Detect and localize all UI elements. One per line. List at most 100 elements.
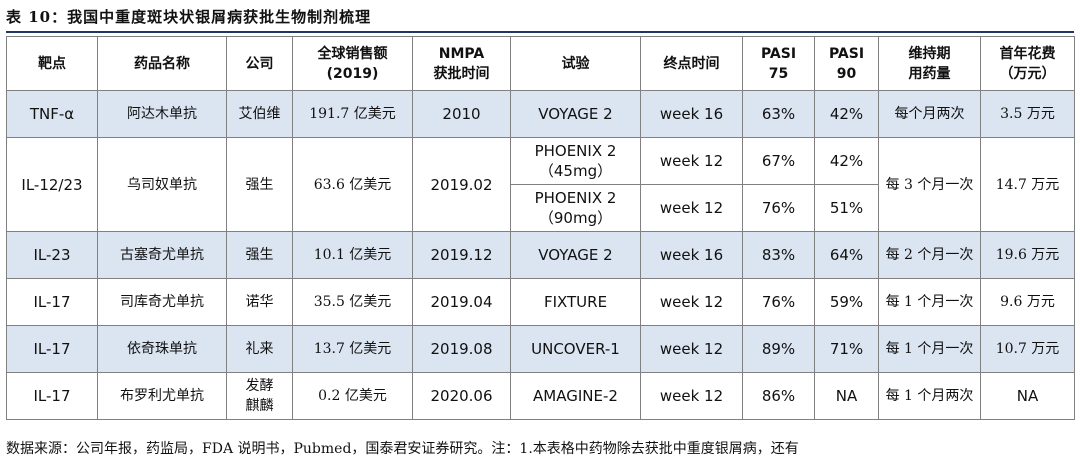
source-note: 数据来源：公司年报，药监局，FDA 说明书，Pubmed，国泰君安证券研究。注：… — [6, 441, 799, 457]
cell-pasi75: 76% — [742, 184, 815, 232]
cell-pasi90: 59% — [814, 278, 879, 326]
cell-endpoint: week 12 — [640, 184, 743, 232]
cell-nmpa: 2019.02 — [412, 137, 511, 232]
cell-company: 强生 — [226, 231, 293, 279]
cell-nmpa: 2010 — [412, 90, 511, 138]
cell-dose: 每 1 个月一次 — [878, 278, 981, 326]
header-pasi90-line2: 90 — [836, 65, 857, 82]
cell-nmpa: 2020.06 — [412, 372, 511, 420]
table-row: PHOENIX 2 （90mg） week 12 76% 51% — [7, 184, 1075, 232]
cell-cost: 14.7 万元 — [980, 137, 1075, 232]
cell-pasi75: 63% — [742, 90, 815, 138]
cell-pasi75: 76% — [742, 278, 815, 326]
cell-trial: VOYAGE 2 — [510, 90, 641, 138]
cell-drug: 乌司奴单抗 — [97, 137, 227, 232]
cell-nmpa: 2019.08 — [412, 325, 511, 373]
title-rule — [6, 31, 1074, 33]
cell-dose: 每 1 个月两次 — [878, 372, 981, 420]
cell-target: TNF-α — [6, 90, 98, 138]
cell-cost: 19.6 万元 — [980, 231, 1075, 279]
cell-trial-line1: PHOENIX 2 — [534, 189, 617, 207]
table-row: TNF-α 阿达木单抗 艾伯维 191.7 亿美元 2010 VOYAGE 2 … — [6, 90, 1075, 138]
table-row: IL-23 古塞奇尤单抗 强生 10.1 亿美元 2019.12 VOYAGE … — [6, 231, 1075, 279]
cell-dose: 每 1 个月一次 — [878, 325, 981, 373]
header-company: 公司 — [226, 36, 293, 91]
cell-trial: AMAGINE-2 — [510, 372, 641, 420]
header-row: 靶点 药品名称 公司 全球销售额 (2019) NMPA 获批时间 试验 终点时间 … — [6, 36, 1075, 91]
header-endpoint: 终点时间 — [640, 36, 743, 91]
cell-nmpa: 2019.12 — [412, 231, 511, 279]
table-row: IL-12/23 乌司奴单抗 强生 63.6 亿美元 2019.02 PHOEN… — [6, 137, 1075, 232]
cell-trial: FIXTURE — [510, 278, 641, 326]
cell-dose: 每个月两次 — [878, 90, 981, 138]
cell-trial: VOYAGE 2 — [510, 231, 641, 279]
cell-sales: 0.2 亿美元 — [292, 372, 413, 420]
cell-target: IL-17 — [6, 325, 98, 373]
cell-drug: 依奇珠单抗 — [97, 325, 227, 373]
header-nmpa-line2: 获批时间 — [433, 65, 490, 82]
cell-cost: 9.6 万元 — [980, 278, 1075, 326]
cell-trial: PHOENIX 2 （90mg） — [510, 184, 641, 232]
table-title: 表 10：我国中重度斑块状银屑病获批生物制剂梳理 — [6, 8, 372, 26]
cell-dose: 每 3 个月一次 — [878, 137, 981, 232]
header-cost-line2: （万元） — [999, 65, 1056, 82]
cell-pasi90: 51% — [814, 184, 879, 232]
header-dose-line1: 维持期 — [908, 45, 951, 62]
cell-trial-line1: PHOENIX 2 — [534, 142, 617, 160]
header-sales: 全球销售额 (2019) — [292, 36, 413, 91]
cell-pasi75: 89% — [742, 325, 815, 373]
cell-sales: 35.5 亿美元 — [292, 278, 413, 326]
cell-drug: 布罗利尤单抗 — [97, 372, 227, 420]
cell-trial-line2: （45mg） — [538, 162, 613, 180]
table-row: IL-17 司库奇尤单抗 诺华 35.5 亿美元 2019.04 FIXTURE… — [6, 278, 1075, 326]
header-cost: 首年花费 （万元） — [980, 36, 1075, 91]
header-pasi75: PASI 75 — [742, 36, 815, 91]
cell-pasi75: 83% — [742, 231, 815, 279]
cell-pasi75: 67% — [742, 137, 815, 185]
cell-cost: 3.5 万元 — [980, 90, 1075, 138]
header-cost-line1: 首年花费 — [999, 45, 1056, 62]
table-row: IL-17 布罗利尤单抗 发酵 麒麟 0.2 亿美元 2020.06 AMAGIN… — [6, 372, 1075, 420]
drug-table: 靶点 药品名称 公司 全球销售额 (2019) NMPA 获批时间 试验 终点时间 … — [6, 36, 1075, 420]
cell-target: IL-17 — [6, 372, 98, 420]
cell-cost: NA — [980, 372, 1075, 420]
cell-company: 强生 — [226, 137, 293, 232]
header-sales-line2: (2019) — [326, 65, 379, 82]
cell-pasi90: 71% — [814, 325, 879, 373]
header-pasi75-line1: PASI — [760, 45, 797, 62]
cell-company-line2: 麒麟 — [245, 398, 274, 414]
cell-trial: PHOENIX 2 （45mg） — [510, 137, 641, 185]
cell-target: IL-23 — [6, 231, 98, 279]
cell-sales: 10.1 亿美元 — [292, 231, 413, 279]
cell-pasi90: NA — [814, 372, 879, 420]
cell-company: 艾伯维 — [226, 90, 293, 138]
header-nmpa: NMPA 获批时间 — [412, 36, 511, 91]
cell-cost: 10.7 万元 — [980, 325, 1075, 373]
header-target: 靶点 — [6, 36, 98, 91]
header-pasi90: PASI 90 — [814, 36, 879, 91]
cell-endpoint: week 12 — [640, 372, 743, 420]
header-sales-line1: 全球销售额 — [317, 45, 388, 62]
cell-trial-line2: （90mg） — [538, 209, 613, 227]
cell-drug: 古塞奇尤单抗 — [97, 231, 227, 279]
cell-dose: 每 2 个月一次 — [878, 231, 981, 279]
header-pasi90-line1: PASI — [828, 45, 865, 62]
cell-pasi90: 42% — [814, 90, 879, 138]
cell-pasi90: 42% — [814, 137, 879, 185]
cell-company: 发酵 麒麟 — [226, 372, 293, 420]
cell-target: IL-17 — [6, 278, 98, 326]
header-dose: 维持期 用药量 — [878, 36, 981, 91]
cell-company: 诺华 — [226, 278, 293, 326]
header-trial: 试验 — [510, 36, 641, 91]
cell-sales: 63.6 亿美元 — [292, 137, 413, 232]
cell-nmpa: 2019.04 — [412, 278, 511, 326]
cell-sales: 191.7 亿美元 — [292, 90, 413, 138]
cell-endpoint: week 16 — [640, 90, 743, 138]
cell-drug: 司库奇尤单抗 — [97, 278, 227, 326]
cell-target: IL-12/23 — [6, 137, 98, 232]
header-nmpa-line1: NMPA — [438, 45, 485, 62]
table-row: IL-17 依奇珠单抗 礼来 13.7 亿美元 2019.08 UNCOVER-… — [6, 325, 1075, 373]
cell-pasi75: 86% — [742, 372, 815, 420]
header-pasi75-line2: 75 — [768, 65, 789, 82]
cell-sales: 13.7 亿美元 — [292, 325, 413, 373]
